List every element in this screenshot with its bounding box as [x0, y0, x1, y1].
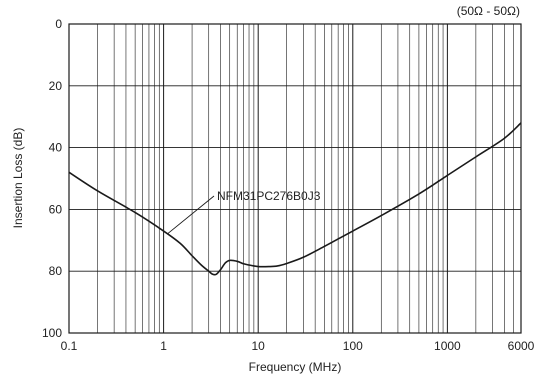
series-annotation-leader — [167, 195, 215, 235]
x-tick-label: 6000 — [508, 339, 535, 353]
tick-labels: 0.1 1 10 100 1000 6000 0 20 40 60 80 100 — [42, 17, 535, 353]
series-lines — [68, 122, 522, 276]
plot-background — [69, 24, 521, 333]
grid-lines — [69, 24, 521, 333]
y-tick-label: 0 — [55, 17, 62, 31]
y-tick-label: 80 — [49, 264, 63, 278]
x-tick-label: 10 — [252, 339, 266, 353]
plot-frame — [68, 23, 522, 334]
y-tick-label: 100 — [42, 326, 62, 340]
x-tick-label: 100 — [343, 339, 363, 353]
x-tick-label: 1 — [160, 339, 167, 353]
x-axis-title: Frequency (MHz) — [249, 360, 342, 374]
x-tick-label: 1000 — [434, 339, 461, 353]
y-tick-label: 60 — [49, 202, 63, 216]
y-tick-label: 20 — [49, 79, 63, 93]
y-axis-title: Insertion Loss (dB) — [11, 128, 25, 229]
y-tick-label: 40 — [49, 141, 63, 155]
series-annotation-label: NFM31PC276B0J3 — [217, 189, 321, 203]
series-line — [68, 122, 522, 276]
series-annotation: NFM31PC276B0J3 — [167, 189, 321, 235]
x-tick-label: 0.1 — [61, 339, 78, 353]
impedance-note: (50Ω - 50Ω) — [457, 4, 520, 18]
